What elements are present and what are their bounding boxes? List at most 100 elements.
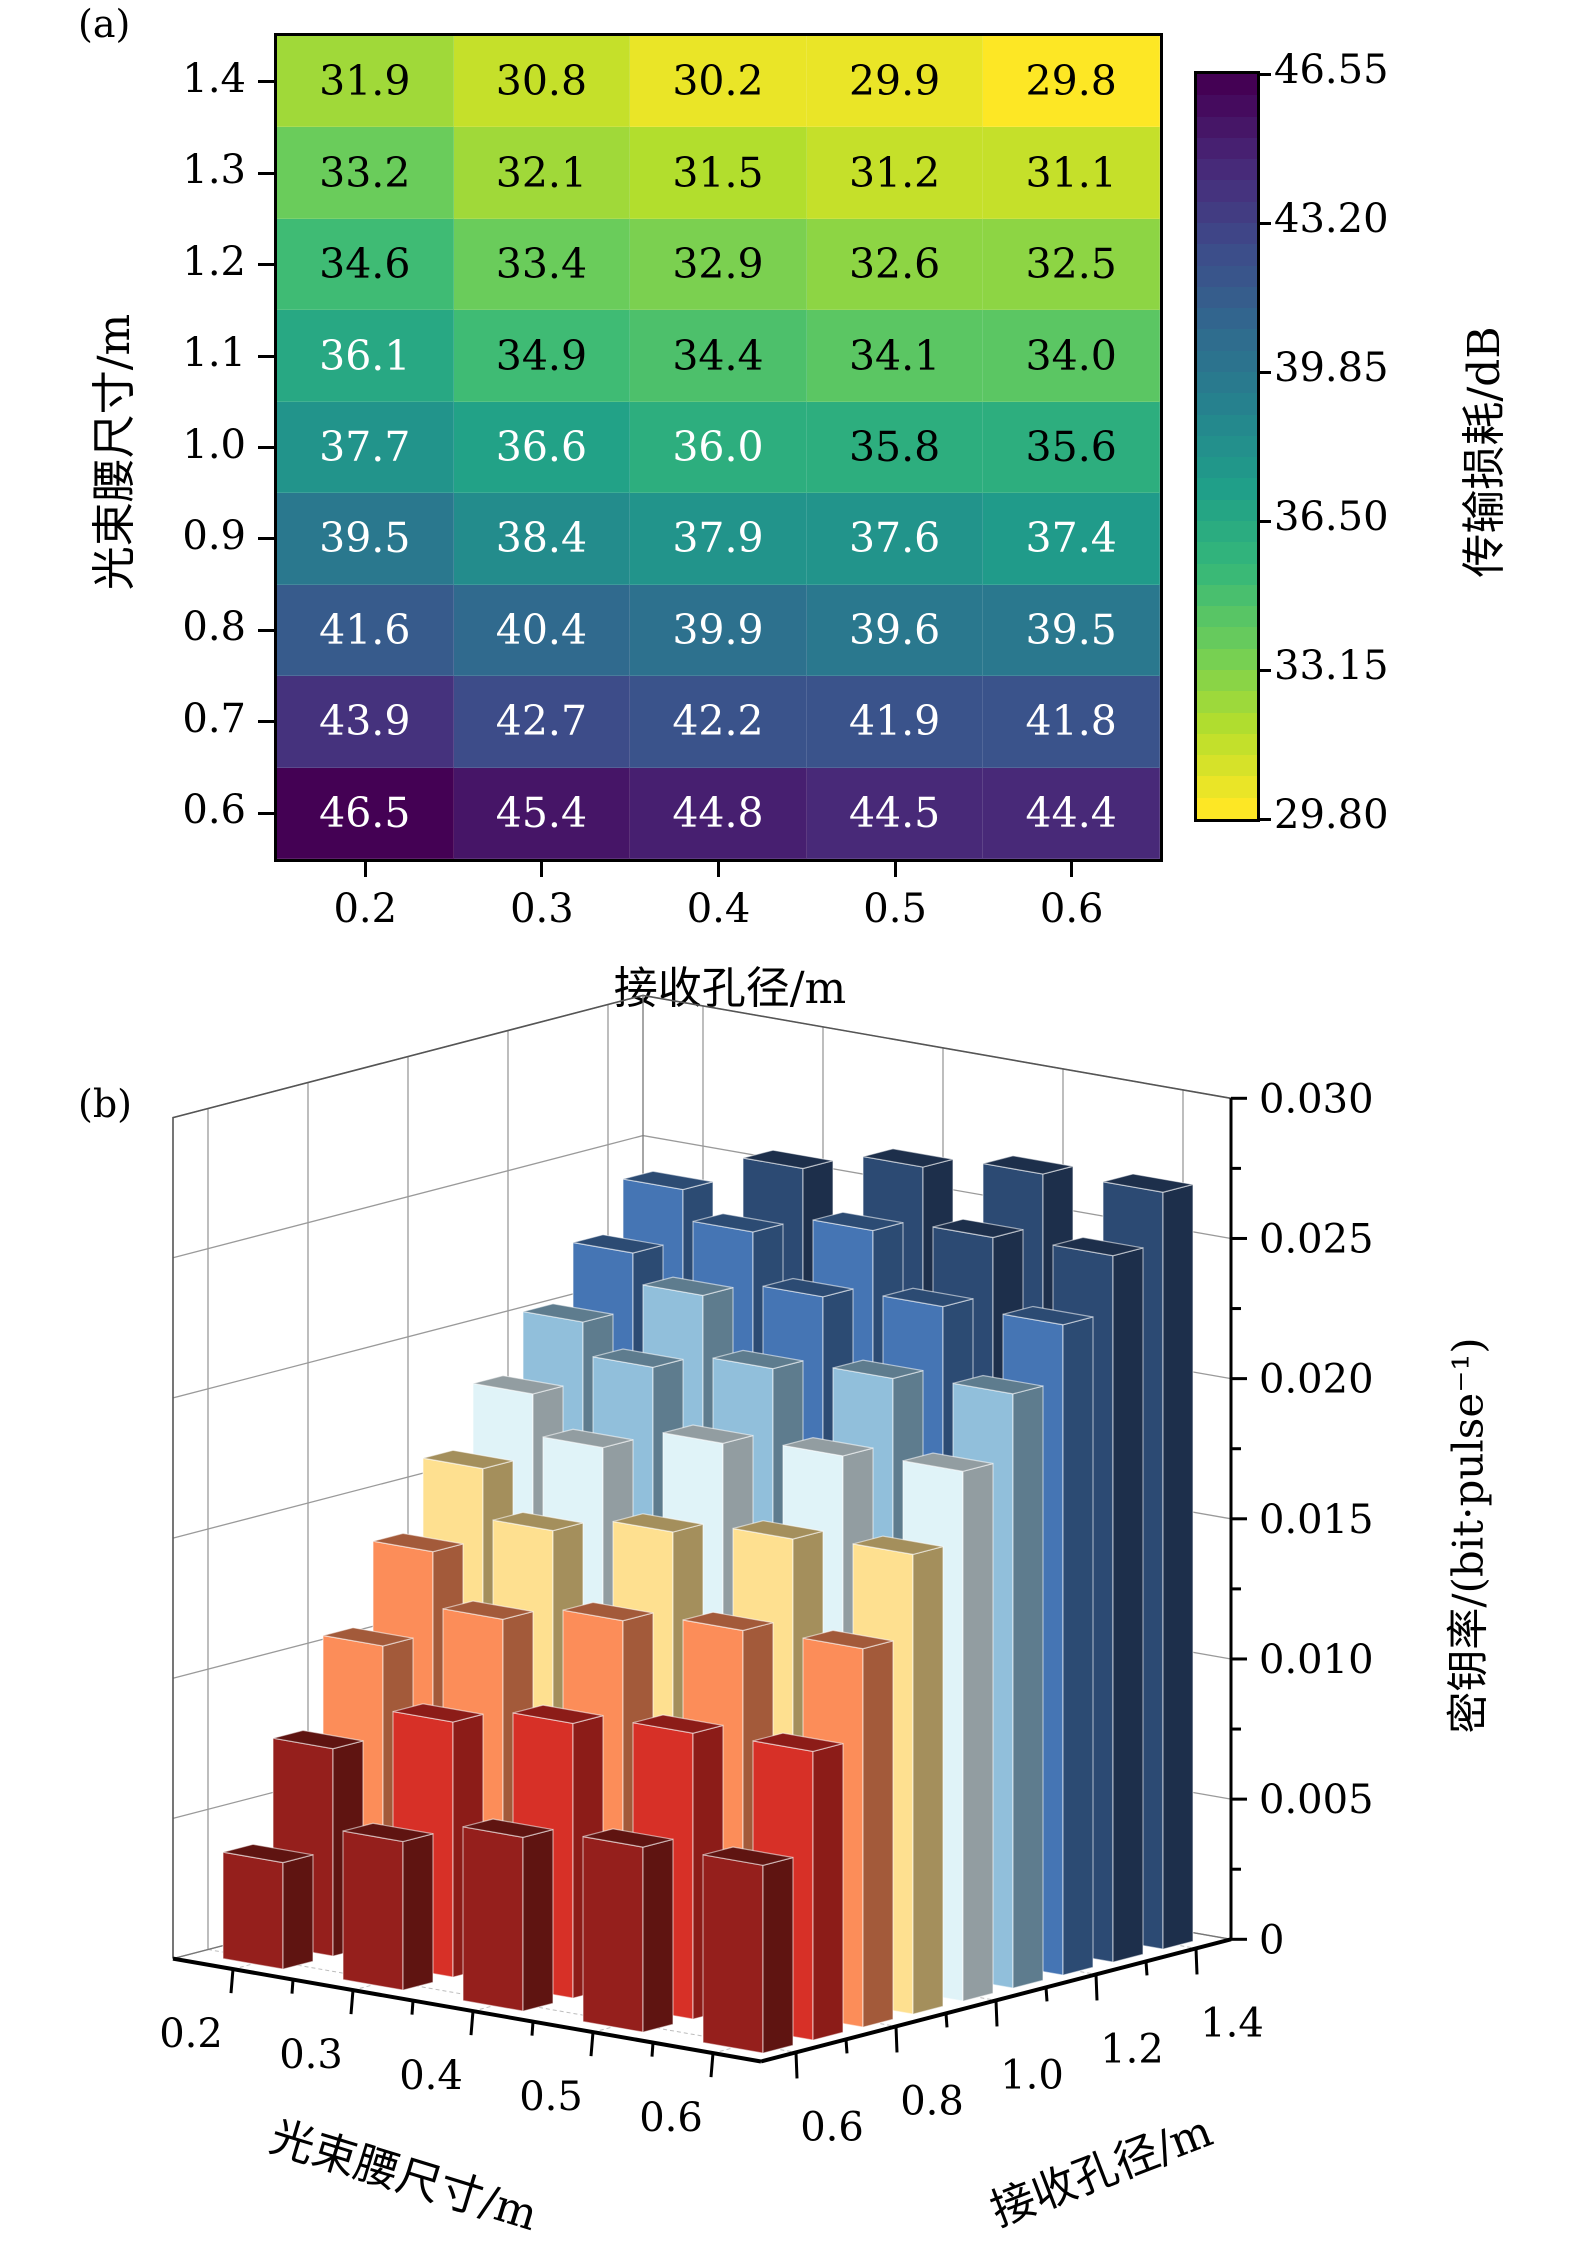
bar-top-face xyxy=(512,1704,604,1725)
bar-top-face xyxy=(272,1729,364,1750)
colorbar-tick-mark xyxy=(1257,370,1271,374)
heatmap-y-tick-label: 0.7 xyxy=(182,695,246,742)
colorbar-tick-mark xyxy=(1257,668,1271,672)
colorbar-segment xyxy=(1197,499,1257,522)
floor-gridline xyxy=(207,1949,797,2053)
x-axis-line xyxy=(172,1956,762,2064)
colorbar-segment xyxy=(1197,776,1257,799)
bar-top-face xyxy=(522,1303,614,1323)
heatmap-x-tick-mark xyxy=(717,862,720,877)
bar-top-face xyxy=(492,1511,584,1532)
y-tick-mark xyxy=(794,2052,799,2079)
heatmap-cell: 44.5 xyxy=(806,767,984,859)
bar-top-face xyxy=(612,1513,704,1533)
bar-top-face xyxy=(902,1452,994,1472)
bar-top-face xyxy=(862,1148,954,1168)
heatmap-cell: 30.2 xyxy=(630,36,807,128)
bar-front-face xyxy=(582,1835,644,2033)
bar-top-face xyxy=(932,1218,1024,1239)
heatmap-cell: 46.5 xyxy=(277,767,454,859)
bar-side-face xyxy=(762,1856,794,2054)
bar-top-face xyxy=(542,1428,634,1449)
bar-side-face xyxy=(1162,1183,1194,1950)
colorbar-tick-label: 33.15 xyxy=(1274,643,1389,689)
colorbar-segment xyxy=(1197,584,1257,607)
bar-top-face xyxy=(442,1600,534,1620)
bar xyxy=(582,1828,674,2033)
bar-side-face xyxy=(812,1742,844,2041)
bar-top-face xyxy=(642,1276,734,1297)
colorbar-segment xyxy=(1197,712,1257,735)
colorbar-segment xyxy=(1197,137,1257,160)
colorbar-segment xyxy=(1197,478,1257,501)
bar-top-face xyxy=(562,1601,654,1622)
heatmap-cell: 35.8 xyxy=(806,401,984,494)
bar-top-face xyxy=(1052,1236,1144,1257)
heatmap-x-tick-label: 0.5 xyxy=(863,886,927,932)
colorbar-segment xyxy=(1197,74,1257,96)
colorbar-segment xyxy=(1197,733,1257,756)
bar-top-face xyxy=(762,1277,854,1298)
bar xyxy=(702,1846,794,2054)
wall-gridline-z xyxy=(172,994,1232,1119)
heatmap-cell: 40.4 xyxy=(453,584,631,677)
bar-side-face xyxy=(642,1838,674,2033)
heatmap-x-tick-label: 0.3 xyxy=(510,886,574,932)
y-tick-mark xyxy=(994,2000,999,2027)
colorbar-segment xyxy=(1197,372,1257,394)
heatmap-cell: 34.4 xyxy=(630,310,807,402)
colorbar-segment xyxy=(1197,308,1257,330)
x-tick-label: 0.5 xyxy=(519,2074,583,2120)
bar-top-face xyxy=(1102,1173,1194,1193)
bar-front-face xyxy=(702,1854,764,2054)
bar-top-face xyxy=(692,1213,784,1233)
heatmap-cell: 43.9 xyxy=(277,676,454,768)
bar-top-face xyxy=(1002,1305,1094,1326)
heatmap-cell: 31.2 xyxy=(806,127,984,219)
heatmap-cell: 39.6 xyxy=(806,584,984,677)
heatmap-cell: 30.8 xyxy=(453,36,631,128)
heatmap-cell: 38.4 xyxy=(453,493,631,585)
heatmap-cell: 32.9 xyxy=(630,218,807,311)
y-minor-tick-mark xyxy=(1044,1987,1049,2002)
bar-front-face xyxy=(342,1830,404,1991)
bar xyxy=(222,1843,314,1970)
heatmap-cell: 42.7 xyxy=(453,676,631,768)
bar-top-face xyxy=(832,1359,924,1380)
heatmap-x-tick-mark xyxy=(540,862,544,877)
heatmap-x-tick-label: 0.4 xyxy=(686,886,751,932)
bar-top-face xyxy=(582,1828,674,1848)
heatmap-x-tick-label: 0.6 xyxy=(1039,886,1104,932)
bar-side-face xyxy=(862,1640,894,2028)
x-tick-mark xyxy=(469,2010,475,2036)
colorbar-tick-mark xyxy=(1257,221,1271,225)
heatmap-cell: 41.9 xyxy=(806,676,984,768)
colorbar-segment xyxy=(1197,244,1257,267)
z-tick-label: 0.025 xyxy=(1259,1216,1374,1262)
x-tick-label: 0.6 xyxy=(639,2095,703,2141)
bar-side-face xyxy=(402,1832,434,1991)
bar-top-face xyxy=(392,1703,484,1723)
heatmap-y-tick-label: 0.9 xyxy=(182,512,246,559)
colorbar-tick-label: 43.20 xyxy=(1274,196,1389,242)
heatmap-x-tick-mark xyxy=(363,862,367,877)
colorbar-segment xyxy=(1197,201,1257,224)
bar-front-face xyxy=(462,1826,524,2012)
bar-top-face xyxy=(982,1155,1074,1175)
heatmap-y-tick-label: 1.4 xyxy=(182,55,246,102)
y-minor-tick-mark xyxy=(844,2039,849,2054)
heatmap-cell: 36.1 xyxy=(277,310,454,402)
bar-top-face xyxy=(342,1822,434,1843)
bar-top-face xyxy=(592,1348,684,1368)
bar-top-face xyxy=(732,1520,824,1540)
x-tick-label: 0.2 xyxy=(159,2011,223,2057)
heatmap-cell: 37.7 xyxy=(277,401,454,494)
heatmap-cell: 39.5 xyxy=(277,493,454,585)
heatmap-cell: 31.9 xyxy=(277,36,454,128)
colorbar-segment xyxy=(1197,542,1257,565)
y-minor-tick-mark xyxy=(1144,1961,1149,1976)
bar-top-face xyxy=(322,1627,414,1647)
heatmap-y-tick-mark xyxy=(258,811,274,815)
heatmap-y-tick-label: 1.0 xyxy=(182,421,246,468)
